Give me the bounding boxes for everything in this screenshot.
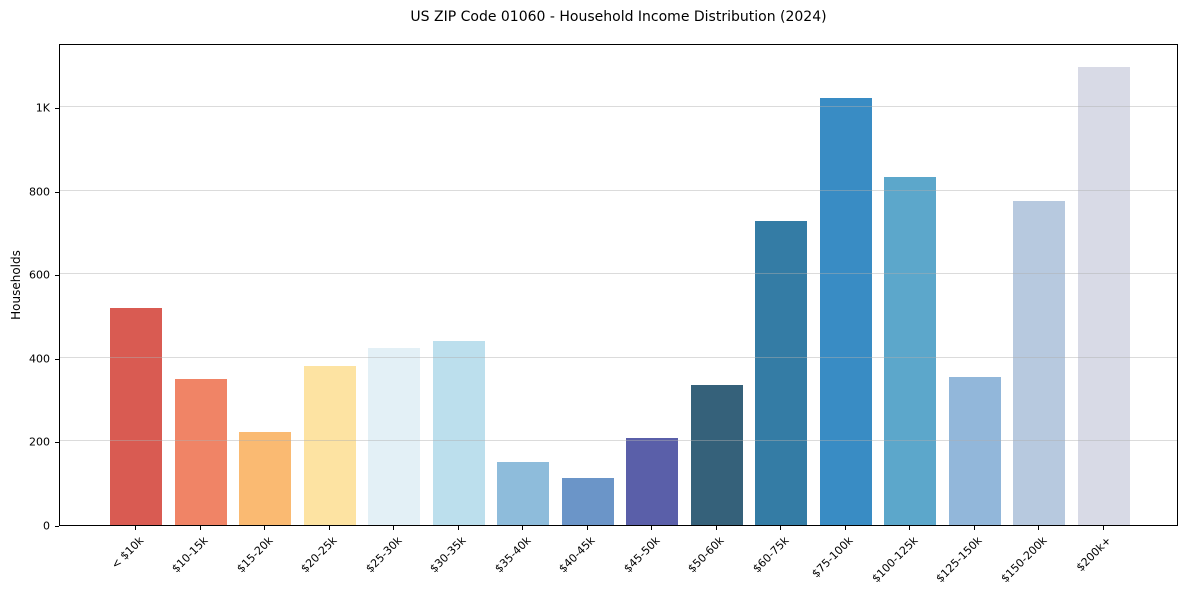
x-tick-label: $25-30k bbox=[362, 534, 405, 576]
bar bbox=[755, 220, 807, 525]
bar bbox=[239, 432, 291, 525]
x-tick-mark bbox=[844, 526, 846, 530]
y-tick-label: 600 bbox=[29, 268, 50, 282]
x-tick-label: $100-125k bbox=[869, 534, 921, 586]
x-tick-label: $125-150k bbox=[933, 534, 985, 586]
y-tick-label: 400 bbox=[29, 352, 50, 366]
bar bbox=[690, 384, 743, 525]
y-tick-label: 0 bbox=[43, 519, 50, 533]
bar bbox=[174, 378, 227, 525]
x-tick-mark bbox=[264, 526, 265, 530]
bar bbox=[368, 347, 420, 525]
x-axis: < $10k $10-15k $15-20k $20-25k $25-30k $30-35… bbox=[59, 526, 1178, 590]
y-tick-mark bbox=[55, 442, 59, 444]
x-tick-label: < $10k bbox=[108, 534, 147, 572]
x-tick-mark bbox=[909, 526, 910, 530]
y-tick-mark bbox=[55, 526, 59, 527]
x-tick-mark bbox=[522, 526, 523, 530]
x-tick-label: $40-45k bbox=[556, 534, 598, 576]
x-tick-mark bbox=[393, 526, 394, 530]
x-tick-mark bbox=[586, 526, 588, 530]
x-tick-mark bbox=[715, 526, 717, 530]
x-tick-mark bbox=[973, 526, 975, 530]
y-axis: 0 200 400 600 800 1K bbox=[0, 44, 59, 533]
bar bbox=[1013, 201, 1065, 525]
x-tick-mark bbox=[199, 526, 201, 530]
x-tick-label: $150-200k bbox=[998, 534, 1050, 586]
x-tick-mark bbox=[651, 526, 652, 530]
bar bbox=[819, 98, 872, 525]
x-tick-label: $10-15k bbox=[169, 534, 211, 576]
bar bbox=[561, 477, 614, 525]
bar bbox=[432, 341, 485, 525]
y-tick-label: 200 bbox=[29, 435, 50, 449]
bar bbox=[303, 366, 356, 525]
y-tick-mark bbox=[55, 107, 59, 109]
x-tick-label: $35-40k bbox=[491, 534, 534, 576]
bars-layer bbox=[60, 45, 1177, 525]
x-tick-mark bbox=[135, 526, 136, 530]
bar bbox=[1077, 66, 1130, 525]
y-tick-mark bbox=[55, 358, 59, 360]
bar bbox=[884, 176, 936, 525]
x-tick-mark bbox=[328, 526, 330, 530]
bar bbox=[948, 377, 1001, 525]
y-tick-label: 1K bbox=[35, 101, 50, 115]
x-tick-mark bbox=[457, 526, 459, 530]
x-tick-label: $60-75k bbox=[749, 534, 792, 576]
x-tick-label: $50-60k bbox=[685, 534, 727, 576]
x-tick-label: $20-25k bbox=[298, 534, 340, 576]
x-tick-mark bbox=[1038, 526, 1039, 530]
x-tick-label: $75-100k bbox=[809, 534, 856, 581]
bar bbox=[497, 462, 549, 525]
bar bbox=[110, 307, 162, 525]
y-tick-mark bbox=[55, 191, 59, 193]
y-tick-label: 800 bbox=[29, 185, 50, 199]
bar bbox=[626, 438, 678, 525]
plot-area bbox=[59, 44, 1178, 526]
x-tick-mark bbox=[780, 526, 781, 530]
y-tick-mark bbox=[55, 275, 59, 277]
x-tick-label: $45-50k bbox=[620, 534, 663, 576]
x-tick-mark bbox=[1102, 526, 1104, 530]
chart-title: US ZIP Code 01060 - Household Income Dis… bbox=[410, 9, 827, 25]
x-tick-label: $15-20k bbox=[233, 534, 276, 576]
x-tick-label: $200k+ bbox=[1073, 534, 1114, 575]
x-tick-label: $30-35k bbox=[427, 534, 469, 576]
